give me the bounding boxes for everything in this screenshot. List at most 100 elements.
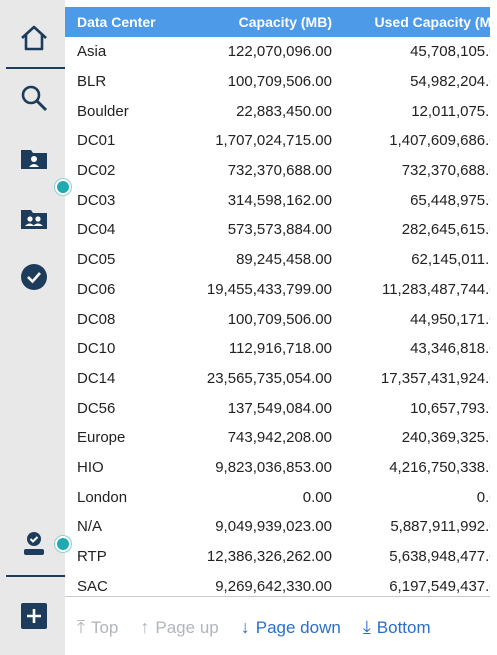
page-up-button[interactable]: ↑ Page up: [140, 617, 218, 638]
cell-used-capacity: 44,950,171.00: [410, 310, 490, 328]
cell-used-capacity: 732,370,688.00: [401, 162, 490, 180]
cell-used-capacity: 6,197,549,437.00: [389, 577, 490, 595]
table-row[interactable]: DC08 100,709,506.00 44,950,171.00: [65, 304, 490, 334]
arrow-up-icon: ↑: [140, 617, 150, 637]
table-row[interactable]: RTP 12,386,326,262.00 5,638,948,477.00: [65, 542, 490, 572]
table-row[interactable]: HIO 9,823,036,853.00 4,216,750,338.00: [65, 453, 490, 483]
cell-capacity: 1,707,024,715.00: [215, 132, 332, 150]
page-down-button[interactable]: ↓ Page down: [241, 617, 341, 638]
table-row[interactable]: DC04 573,573,884.00 282,645,615.00: [65, 215, 490, 245]
data-table-container: Data Center Capacity (MB) Used Capacity …: [65, 7, 490, 597]
cell-data-center: RTP: [77, 548, 107, 566]
column-header-data-center[interactable]: Data Center: [65, 7, 182, 37]
user-badge-icon[interactable]: [15, 524, 53, 562]
table-row[interactable]: Europe 743,942,208.00 240,369,325.00: [65, 423, 490, 453]
table-row[interactable]: DC03 314,598,162.00 65,448,975.00: [65, 185, 490, 215]
cell-used-capacity: 4,216,750,338.00: [389, 458, 490, 476]
cell-capacity: 9,269,642,330.00: [215, 577, 332, 595]
cell-capacity: 89,245,458.00: [236, 251, 332, 269]
column-header-used-capacity[interactable]: Used Capacity (MB): [336, 7, 490, 37]
cell-data-center: DC06: [77, 280, 116, 298]
status-marker[interactable]: [55, 536, 71, 552]
table-bottom-border: [65, 596, 490, 597]
cell-used-capacity: 65,448,975.00: [410, 191, 490, 209]
page-down-button-label: Page down: [255, 617, 341, 637]
arrow-down-icon: ↓: [240, 617, 250, 637]
column-header-capacity[interactable]: Capacity (MB): [182, 7, 336, 37]
home-icon[interactable]: [15, 19, 53, 57]
table-row[interactable]: DC01 1,707,024,715.00 1,407,609,686.00: [65, 126, 490, 156]
arrow-to-top-icon: ⤒: [77, 617, 85, 637]
cell-used-capacity: 17,357,431,924.00: [380, 369, 490, 387]
cell-data-center: Asia: [77, 43, 107, 61]
folder-user-icon[interactable]: [15, 139, 53, 177]
table-row[interactable]: London 0.00 0.00: [65, 482, 490, 512]
cell-data-center: DC56: [77, 399, 116, 417]
pagination-bar: ⤒ Top ↑ Page up ↓ Page down ⤓ Bottom: [65, 600, 490, 655]
cell-capacity: 732,370,688.00: [227, 162, 332, 180]
table-row[interactable]: BLR 100,709,506.00 54,982,204.00: [65, 67, 490, 97]
cell-capacity: 573,573,884.00: [227, 221, 332, 239]
search-icon[interactable]: [15, 79, 53, 117]
bottom-button-label: Bottom: [376, 617, 431, 637]
sidebar: [0, 0, 65, 655]
cell-used-capacity: 0.00: [476, 488, 490, 506]
cell-data-center: London: [77, 488, 128, 506]
cell-data-center: DC04: [77, 221, 116, 239]
cell-used-capacity: 1,407,609,686.00: [389, 132, 490, 150]
status-marker[interactable]: [55, 179, 71, 195]
cell-capacity: 743,942,208.00: [227, 429, 332, 447]
cell-data-center: BLR: [77, 73, 107, 91]
cell-capacity: 137,549,084.00: [227, 399, 332, 417]
table-row[interactable]: DC14 23,565,735,054.00 17,357,431,924.00: [65, 364, 490, 394]
table-row[interactable]: DC56 137,549,084.00 10,657,793.00: [65, 393, 490, 423]
cell-capacity: 112,916,718.00: [228, 340, 332, 358]
cell-data-center: DC05: [77, 251, 116, 269]
table-row[interactable]: SAC 9,269,642,330.00 6,197,549,437.00: [65, 571, 490, 597]
cell-data-center: DC14: [77, 369, 116, 387]
arrow-to-bottom-icon: ⤓: [362, 617, 371, 637]
cell-data-center: Boulder: [77, 102, 129, 120]
table-row[interactable]: Asia 122,070,096.00 45,708,105.00: [65, 37, 490, 67]
cell-data-center: N/A: [77, 518, 103, 536]
sidebar-divider: [6, 67, 65, 69]
folder-group-icon[interactable]: [15, 199, 53, 237]
cell-used-capacity: 43,346,818.00: [410, 340, 490, 358]
cell-capacity: 122,070,096.00: [227, 43, 332, 61]
cell-capacity: 9,049,939,023.00: [215, 518, 332, 536]
cell-capacity: 19,455,433,799.00: [206, 280, 332, 298]
add-icon[interactable]: [15, 597, 53, 635]
page-up-button-label: Page up: [155, 617, 219, 637]
cell-capacity: 100,709,506.00: [227, 73, 332, 91]
cell-used-capacity: 5,887,911,992.00: [390, 518, 490, 536]
cell-capacity: 22,883,450.00: [236, 102, 332, 120]
table-row[interactable]: N/A 9,049,939,023.00 5,887,911,992.00: [65, 512, 490, 542]
table-row[interactable]: DC02 732,370,688.00 732,370,688.00: [65, 156, 490, 186]
cell-capacity: 23,565,735,054.00: [206, 369, 332, 387]
cell-used-capacity: 10,657,793.00: [410, 399, 490, 417]
cell-capacity: 0.00: [302, 488, 332, 506]
cell-data-center: DC01: [77, 132, 116, 150]
data-center-table: Data Center Capacity (MB) Used Capacity …: [65, 7, 490, 597]
table-row[interactable]: Boulder 22,883,450.00 12,011,075.00: [65, 96, 490, 126]
cell-used-capacity: 11,283,487,744.00: [381, 280, 490, 298]
cell-used-capacity: 45,708,105.00: [410, 43, 490, 61]
cell-used-capacity: 240,369,325.00: [401, 429, 490, 447]
cell-capacity: 12,386,326,262.00: [206, 548, 332, 566]
cell-capacity: 9,823,036,853.00: [215, 458, 332, 476]
cell-data-center: DC08: [77, 310, 116, 328]
cell-used-capacity: 12,011,075.00: [411, 102, 490, 120]
top-button-label: Top: [90, 617, 119, 637]
table-row[interactable]: DC05 89,245,458.00 62,145,011.00: [65, 245, 490, 275]
bottom-button[interactable]: ⤓ Bottom: [363, 617, 431, 638]
top-button[interactable]: ⤒ Top: [77, 617, 118, 638]
cell-data-center: DC02: [77, 162, 116, 180]
cell-data-center: HIO: [77, 458, 104, 476]
check-circle-icon[interactable]: [15, 258, 53, 296]
cell-used-capacity: 62,145,011.00: [411, 251, 490, 269]
table-row[interactable]: DC10 112,916,718.00 43,346,818.00: [65, 334, 490, 364]
cell-data-center: Europe: [77, 429, 126, 447]
cell-used-capacity: 54,982,204.00: [410, 73, 490, 91]
table-row[interactable]: DC06 19,455,433,799.00 11,283,487,744.00: [65, 275, 490, 305]
table-header-row: Data Center Capacity (MB) Used Capacity …: [65, 7, 490, 37]
